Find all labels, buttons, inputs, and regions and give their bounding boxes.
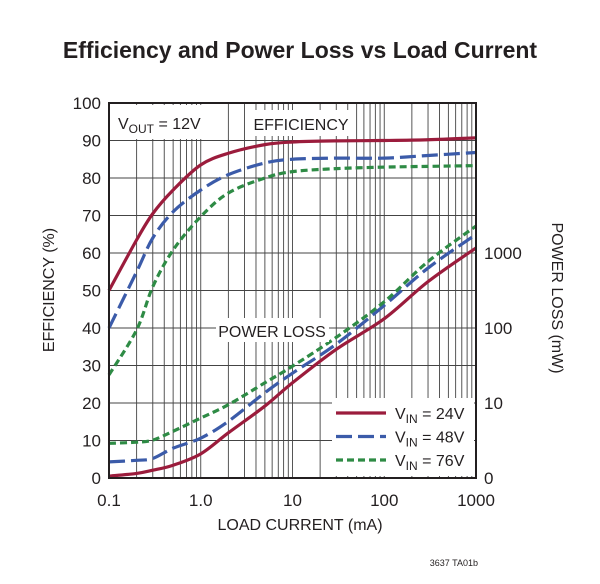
x-tick-label: 1.0 (189, 491, 213, 510)
power-loss-label: POWER LOSS (218, 324, 326, 341)
y2-tick-label: 10 (484, 394, 503, 413)
y-tick-label: 30 (82, 357, 101, 376)
y-tick-label: 40 (82, 319, 101, 338)
y2-tick-label: 0 (484, 469, 493, 488)
y-tick-label: 50 (82, 282, 101, 301)
y-tick-label: 70 (82, 207, 101, 226)
y2-tick-label: 1000 (484, 244, 522, 263)
legend-label: VIN = 24V (395, 406, 465, 426)
power-loss-curve-76v (108, 224, 477, 445)
x-tick-label: 0.1 (97, 491, 121, 510)
efficiency-label-bg (249, 110, 353, 136)
x-tick-label: 10 (283, 491, 302, 510)
y-axis-label: EFFICIENCY (%) (41, 228, 58, 352)
y-tick-label: 0 (92, 469, 101, 488)
efficiency-label: EFFICIENCY (253, 117, 348, 134)
legend: VIN = 24V VIN = 48V VIN = 76V (332, 398, 474, 476)
y2-tick-label: 100 (484, 319, 512, 338)
power-loss-curve-24v (108, 246, 477, 478)
figure-id: 3637 TA01b (430, 558, 478, 568)
plot-frame (108, 102, 477, 479)
curves (107, 136, 477, 478)
x-tick-label: 100 (370, 491, 398, 510)
y-tick-label: 10 (82, 432, 101, 451)
y-tick-label: 100 (73, 94, 101, 113)
x-tick-label: 1000 (457, 491, 495, 510)
legend-bg (332, 398, 474, 476)
y-tick-label: 60 (82, 244, 101, 263)
x-axis-label: LOAD CURRENT (mA) (217, 517, 382, 534)
chart-title: Efficiency and Power Loss vs Load Curren… (63, 37, 538, 63)
y2-axis-label: POWER LOSS (mW) (548, 222, 565, 373)
legend-label: VIN = 48V (395, 430, 465, 450)
vout-label-bg (111, 105, 215, 139)
tick-labels: 0.1 1.0 10 100 10000102030405060708090100010… (73, 94, 522, 510)
efficiency-curve-48v (107, 150, 477, 329)
efficiency-curve-24v (107, 136, 477, 292)
legend-label: VIN = 76V (395, 453, 465, 473)
y-tick-label: 20 (82, 394, 101, 413)
vout-label: VOUT = 12V (118, 116, 201, 136)
y-tick-label: 90 (82, 132, 101, 151)
y-tick-label: 80 (82, 169, 101, 188)
power-loss-label-bg (216, 318, 329, 342)
